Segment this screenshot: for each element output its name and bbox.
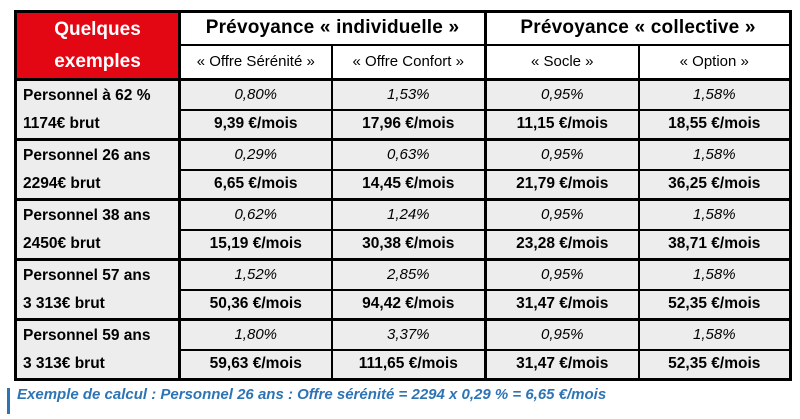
amount-cell: 31,47 €/mois (484, 288, 640, 321)
amount-cell: 52,35 €/mois (637, 348, 792, 381)
amount-cell: 38,71 €/mois (637, 228, 792, 261)
amount-cell: 17,96 €/mois (330, 108, 488, 141)
calculation-example-note: Exemple de calcul : Personnel 26 ans : O… (17, 386, 607, 403)
pct-cell: 1,58% (637, 258, 792, 291)
row-label-line1: Personnel 38 ans (23, 206, 151, 224)
amount-cell: 14,45 €/mois (330, 168, 488, 201)
amount-cell: 52,35 €/mois (637, 288, 792, 321)
row-label-line1: Personnel 57 ans (23, 266, 151, 284)
group-header-collective: Prévoyance « collective » (484, 10, 792, 46)
row-label-line1: Personnel 26 ans (23, 146, 151, 164)
pct-cell: 1,58% (637, 78, 792, 111)
row-label-line2: 3 313€ brut (23, 354, 105, 372)
row-label: Personnel 26 ans 2294€ brut (14, 138, 181, 201)
pct-cell: 0,63% (330, 138, 488, 171)
row-label: Personnel 59 ans 3 313€ brut (14, 318, 181, 381)
corner-cell: Quelques exemples (14, 10, 181, 81)
row-label: Personnel 38 ans 2450€ brut (14, 198, 181, 261)
amount-cell: 30,38 €/mois (330, 228, 488, 261)
pct-cell: 0,95% (484, 258, 640, 291)
pct-cell: 2,85% (330, 258, 488, 291)
amount-cell: 9,39 €/mois (178, 108, 333, 141)
amount-cell: 6,65 €/mois (178, 168, 333, 201)
row-label: Personnel 57 ans 3 313€ brut (14, 258, 181, 321)
group-header-individuelle: Prévoyance « individuelle » (178, 10, 488, 46)
row-label-line2: 3 313€ brut (23, 294, 105, 312)
amount-cell: 50,36 €/mois (178, 288, 333, 321)
row-label-line2: 2450€ brut (23, 234, 101, 252)
pct-cell: 0,29% (178, 138, 333, 171)
amount-cell: 11,15 €/mois (484, 108, 640, 141)
amount-cell: 94,42 €/mois (330, 288, 488, 321)
corner-line2: exemples (54, 50, 141, 72)
pct-cell: 0,62% (178, 198, 333, 231)
pct-cell: 0,80% (178, 78, 333, 111)
pct-cell: 1,52% (178, 258, 333, 291)
amount-cell: 36,25 €/mois (637, 168, 792, 201)
pct-cell: 1,58% (637, 318, 792, 351)
column-header-socle: « Socle » (484, 43, 640, 81)
column-header-offre-confort: « Offre Confort » (330, 43, 488, 81)
pct-cell: 0,95% (484, 78, 640, 111)
amount-cell: 23,28 €/mois (484, 228, 640, 261)
amount-cell: 31,47 €/mois (484, 348, 640, 381)
amount-cell: 21,79 €/mois (484, 168, 640, 201)
amount-cell: 59,63 €/mois (178, 348, 333, 381)
amount-cell: 15,19 €/mois (178, 228, 333, 261)
corner-line1: Quelques (54, 18, 141, 40)
amount-cell: 18,55 €/mois (637, 108, 792, 141)
pct-cell: 3,37% (330, 318, 488, 351)
footer-accent-bar (7, 388, 10, 414)
pct-cell: 1,24% (330, 198, 488, 231)
column-header-option: « Option » (637, 43, 792, 81)
row-label-line1: Personnel à 62 % (23, 86, 151, 104)
amount-cell: 111,65 €/mois (330, 348, 488, 381)
pct-cell: 1,58% (637, 198, 792, 231)
prevoyance-pricing-table: Quelques exemples Prévoyance « individue… (14, 10, 793, 381)
pct-cell: 0,95% (484, 198, 640, 231)
pct-cell: 1,58% (637, 138, 792, 171)
row-label-line2: 1174€ brut (23, 114, 100, 132)
row-label: Personnel à 62 % 1174€ brut (14, 78, 181, 141)
row-label-line2: 2294€ brut (23, 174, 101, 192)
pct-cell: 1,53% (330, 78, 488, 111)
row-label-line1: Personnel 59 ans (23, 326, 151, 344)
pct-cell: 0,95% (484, 318, 640, 351)
pct-cell: 1,80% (178, 318, 333, 351)
pct-cell: 0,95% (484, 138, 640, 171)
column-header-offre-serenite: « Offre Sérénité » (178, 43, 333, 81)
